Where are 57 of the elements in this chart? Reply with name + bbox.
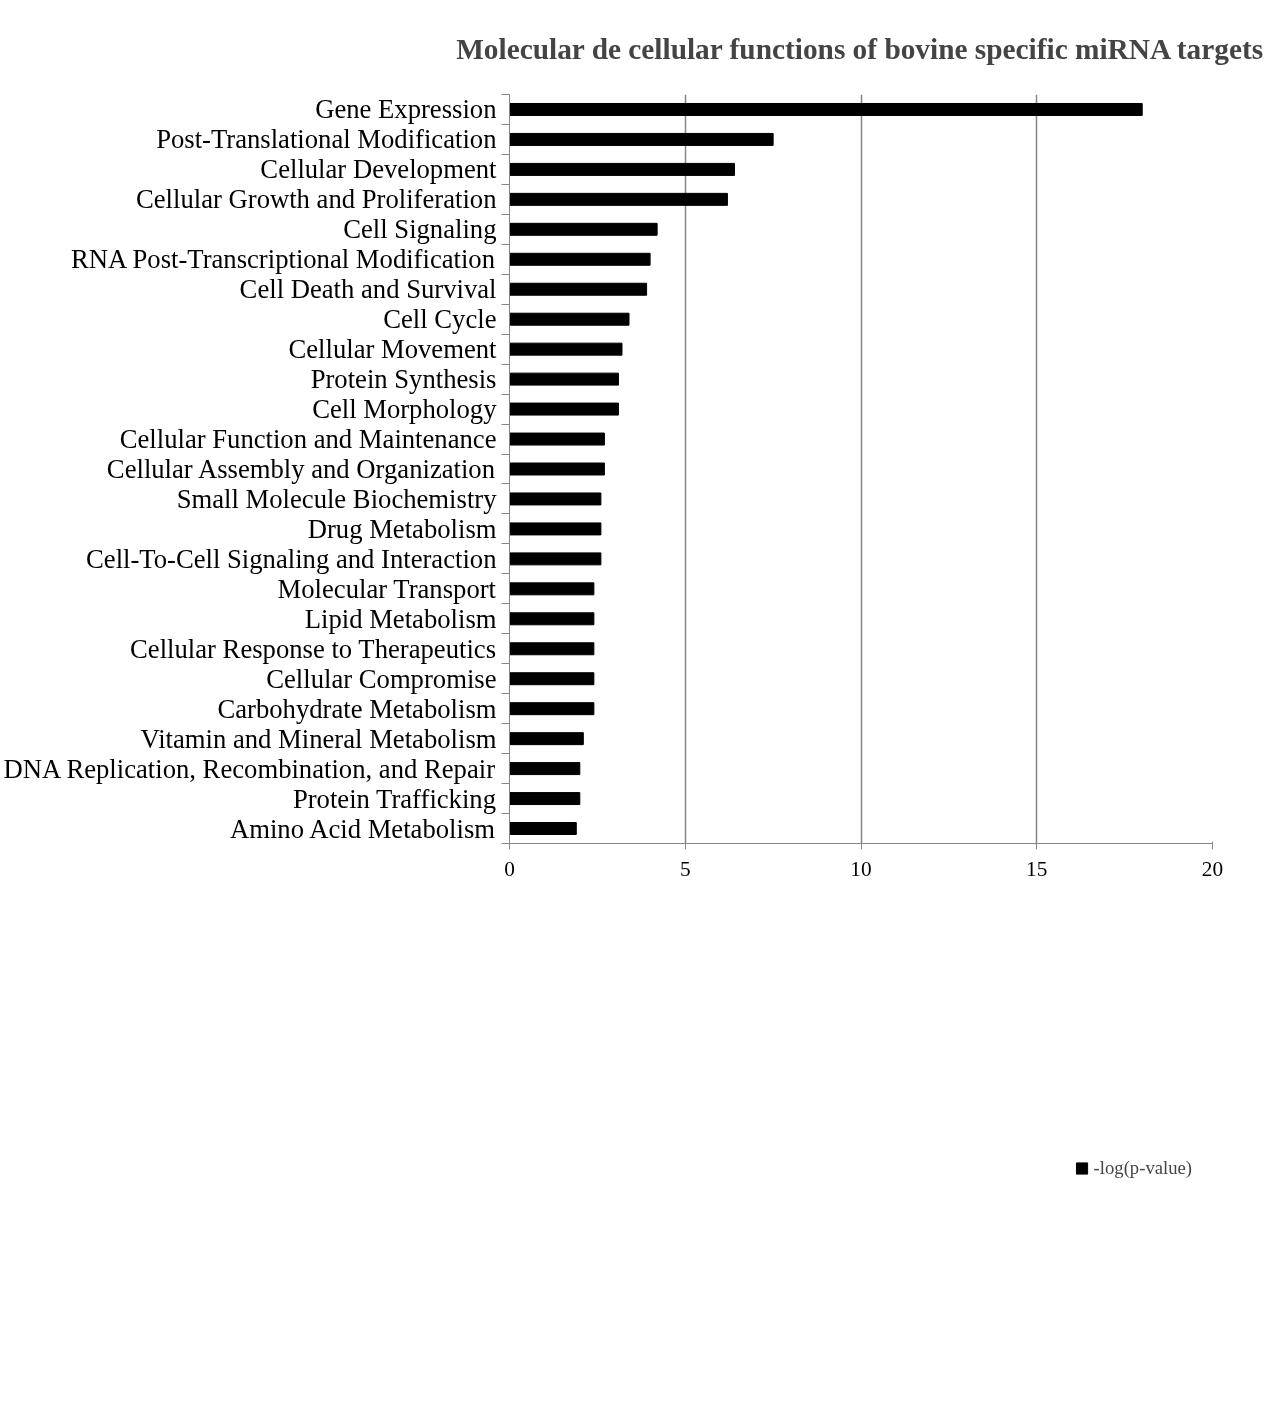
y-tick-label: Cell Cycle (383, 304, 497, 335)
bar (509, 312, 630, 326)
bar (509, 612, 595, 626)
y-tick-label: Protein Synthesis (310, 364, 497, 395)
bar (509, 552, 602, 566)
bar (509, 582, 595, 596)
y-tick-label: Small Molecule Biochemistry (176, 483, 498, 514)
y-tick-label: Cell Death and Survival (239, 274, 497, 305)
bar (509, 792, 581, 806)
y-tick-label: Cellular Assembly and Organization (106, 454, 496, 484)
bar (509, 222, 658, 236)
bar (509, 342, 623, 356)
y-tick-label: Cellular Growth and Proliferation (135, 184, 497, 215)
bar (509, 732, 584, 746)
y-tick-label: Lipid Metabolism (304, 603, 497, 634)
y-tick-label: Cellular Movement (288, 334, 498, 365)
y-tick-label: Protein Trafficking (292, 783, 497, 814)
bar (509, 432, 605, 446)
bar (509, 162, 735, 176)
legend-label: -log(p-value) (1093, 1157, 1192, 1179)
y-tick-label: Cellular Response to Therapeutics (130, 633, 497, 664)
x-tick-label: 20 (1201, 856, 1224, 881)
y-tick-label: DNA Replication, Recombination, and Repair (3, 753, 496, 784)
y-tick-label: RNA Post-Transcriptional Modification (71, 244, 496, 275)
y-tick-label: Cell Morphology (312, 394, 498, 425)
y-tick-label: Molecular Transport (277, 573, 497, 604)
bar (509, 102, 1143, 116)
bar (509, 282, 648, 296)
bar (509, 762, 581, 776)
y-tick-label: Gene Expression (315, 94, 497, 125)
bar (509, 192, 728, 206)
bar (509, 702, 595, 716)
y-tick-label: Cell Signaling (343, 214, 497, 245)
y-tick-label: Amino Acid Metabolism (229, 813, 496, 844)
x-tick-label: 15 (1026, 856, 1048, 881)
bar (509, 642, 595, 656)
bar (509, 402, 619, 416)
x-tick-label: 5 (679, 856, 691, 881)
y-tick-label: Post-Translational Modification (156, 124, 497, 155)
bar (509, 822, 577, 836)
y-tick-label: Carbohydrate Metabolism (217, 693, 497, 724)
y-tick-label: Cellular Compromise (266, 663, 497, 694)
bar (509, 522, 602, 536)
bar (509, 492, 602, 506)
x-tick-label: 10 (850, 856, 872, 881)
y-tick-label: Drug Metabolism (307, 513, 497, 544)
x-tick-label: 0 (504, 856, 515, 881)
chart-title: Molecular de cellular functions of bovine specific miRNA targets (456, 32, 1264, 65)
bar (509, 132, 774, 146)
bar (509, 372, 619, 386)
y-tick-label: Vitamin and Mineral Metabolism (140, 723, 497, 754)
bar (509, 672, 595, 686)
bar (509, 462, 605, 476)
y-tick-label: Cellular Function and Maintenance (119, 424, 497, 455)
bar (509, 252, 651, 266)
y-tick-label: Cellular Development (260, 154, 498, 185)
y-tick-label: Cell-To-Cell Signaling and Interaction (86, 543, 497, 574)
